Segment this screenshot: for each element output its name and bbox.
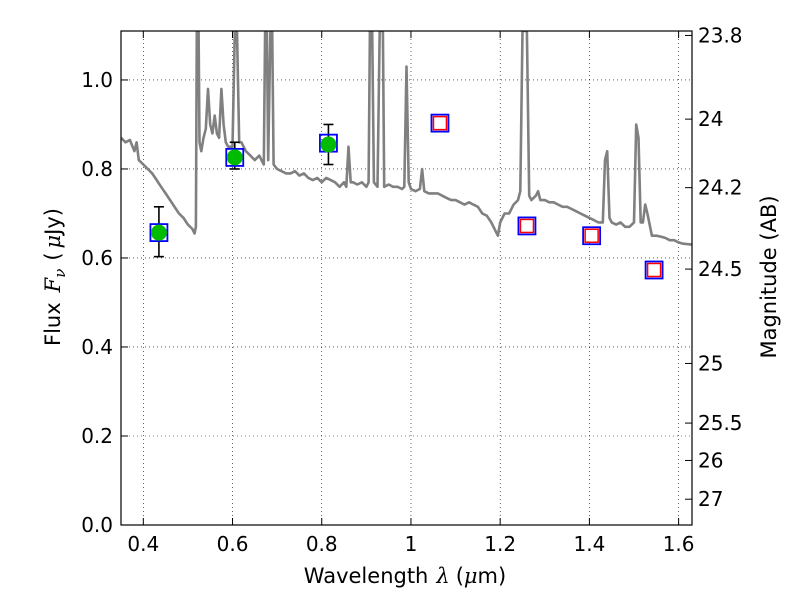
axis-ticks: 0.4 0.6 0.8 1 1.2 1.4 1.6 0.0 0.2 0.4 0.6 0.8 1.0 23.… — [81, 23, 742, 556]
right-tick-label: 24.5 — [698, 257, 743, 281]
right-tick-label: 25 — [698, 351, 723, 375]
model-photometry-marker — [149, 223, 169, 243]
y-tick-label: 0.4 — [81, 335, 113, 359]
right-tick-label: 25.5 — [698, 411, 743, 435]
y-tick-label: 1.0 — [81, 68, 113, 92]
model-photometry-marker — [430, 113, 450, 133]
x-tick-label: 0.4 — [127, 532, 159, 556]
predicted-flux-marker — [584, 228, 599, 243]
y-tick-label: 0.8 — [81, 157, 113, 181]
y-tick-label: 0.2 — [81, 424, 113, 448]
x-tick-label: 1.4 — [573, 532, 605, 556]
y-tick-label: 0.0 — [81, 513, 113, 537]
y-tick-label: 0.6 — [81, 246, 113, 270]
right-tick-label: 27 — [698, 487, 723, 511]
model-photometry-marker — [644, 260, 664, 280]
x-tick-label: 1.6 — [663, 532, 695, 556]
observed-flux-point — [320, 136, 337, 153]
x-tick-label: 1.2 — [484, 532, 516, 556]
right-tick-label: 26 — [698, 448, 723, 472]
model-sed-line — [121, 31, 692, 246]
predicted-flux-marker — [519, 218, 535, 234]
x-axis-label: Wavelength λ (μm) — [304, 564, 506, 588]
observed-flux-point — [226, 149, 243, 166]
y-axis-label: FluxFν(μJy) — [41, 208, 69, 346]
model-photometry-marker — [225, 147, 245, 167]
x-tick-label: 0.6 — [217, 532, 249, 556]
predicted-flux-marker — [432, 115, 448, 131]
x-tick-label: 1 — [405, 532, 418, 556]
predicted-flux-marker — [646, 262, 662, 278]
right-axis-label: Magnitude (AB) — [757, 195, 781, 358]
model-sed-series — [121, 31, 692, 246]
photometry-markers — [149, 113, 664, 280]
model-photometry-marker — [517, 216, 537, 236]
right-tick-label: 23.8 — [698, 23, 743, 47]
x-tick-label: 0.8 — [306, 532, 338, 556]
model-photometry-marker — [582, 226, 602, 246]
observed-flux-point — [150, 224, 167, 241]
right-tick-label: 24 — [698, 107, 723, 131]
right-tick-label: 24.2 — [698, 176, 743, 200]
plot-frame — [120, 30, 693, 526]
